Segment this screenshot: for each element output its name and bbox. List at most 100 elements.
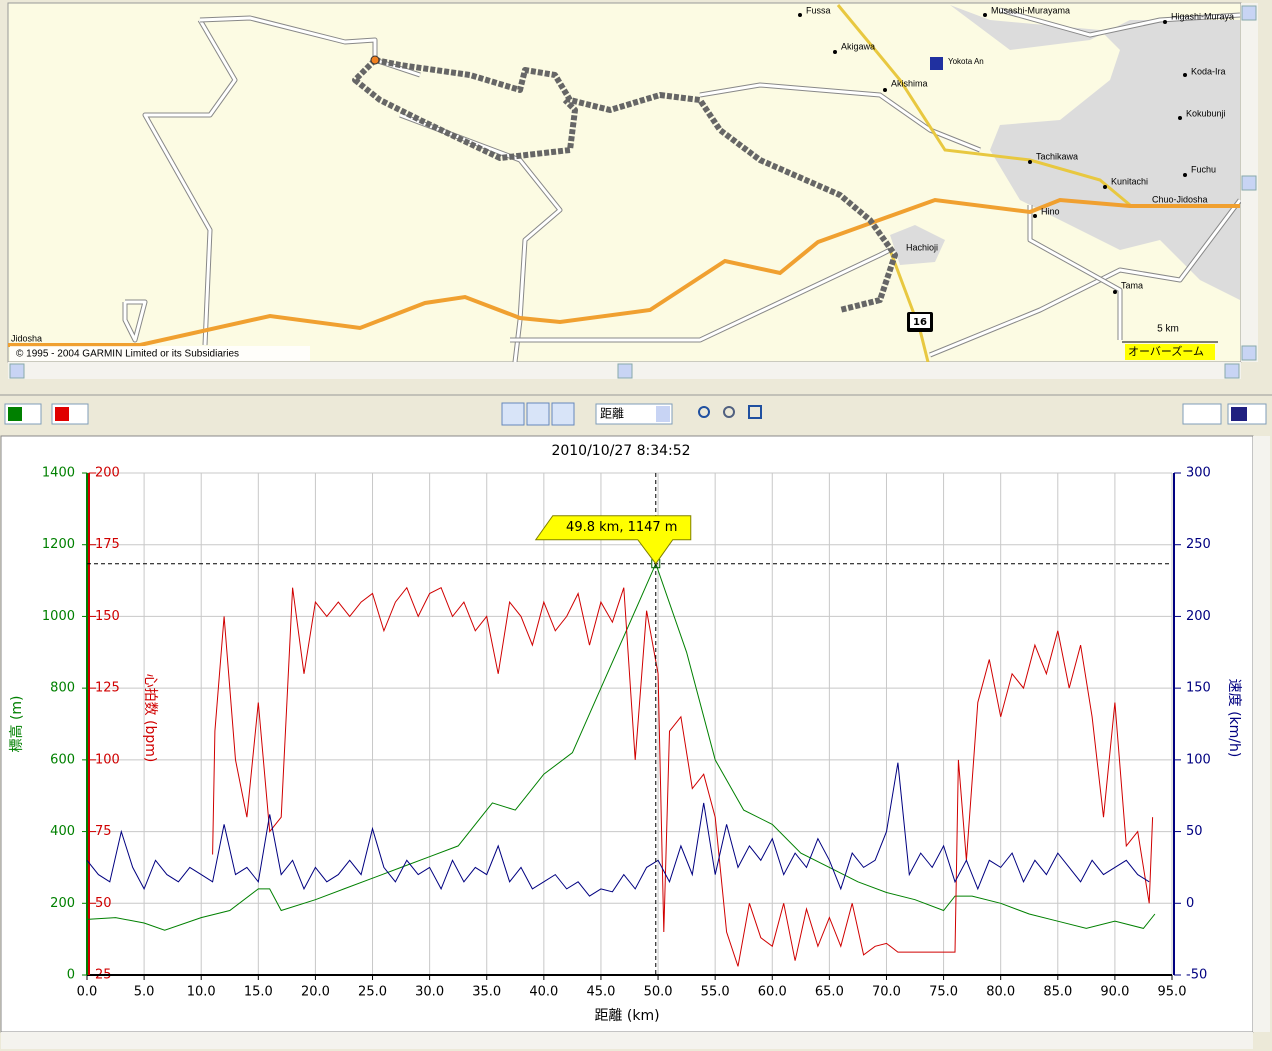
x-tick-label: 90.0 [1100,985,1129,1000]
y3-tick-label: -50 [1186,968,1207,983]
x-tick-label: 85.0 [1043,985,1072,1000]
y2-tick-label: 175 [95,537,120,552]
x-tick-label: 65.0 [815,985,844,1000]
color-select[interactable] [1182,403,1222,425]
y2-tick-label: 100 [95,752,120,767]
y3-axis-label: 速度 (km/h) [1226,679,1242,758]
map-label: Koda-Ira [1191,66,1226,76]
zoom-in[interactable] [698,406,710,418]
y-tick-label: 1200 [42,537,75,552]
x-tick-label: 95.0 [1158,985,1187,1000]
road [123,300,147,342]
callout-label: 49.8 km, 1147 m [566,520,677,535]
y-tick-label: 400 [50,824,75,839]
x-tick-label: 30.0 [415,985,444,1000]
y2-tick-label: 200 [95,466,120,481]
y3-tick-label: 300 [1186,466,1211,481]
y3-tick-label: 100 [1186,752,1211,767]
y-tick-label: 1000 [42,609,75,624]
map-label: Akishima [891,78,928,88]
map-label: Yokota An [948,57,984,66]
scroll-down[interactable] [1241,345,1257,361]
y3-tick-label: 50 [1186,824,1203,839]
y-tick-label: 200 [50,896,75,911]
map-label: Tachikawa [1036,151,1078,161]
x-tick-label: 70.0 [872,985,901,1000]
urban-area [890,225,945,265]
highway [836,4,1131,207]
x-tick-label: 25.0 [358,985,387,1000]
track-start [370,55,380,65]
map-label: Fussa [806,5,831,15]
map-label: Kokubunji [1186,108,1226,118]
x-tick-label: 75.0 [929,985,958,1000]
zoom-fit[interactable] [748,405,762,419]
copyright: © 1995 - 2004 GARMIN Limited or its Subs… [16,349,239,360]
x-axis-label: 距離 (km) [594,1007,659,1024]
scale-label: 5 km [1157,324,1179,335]
airport-icon [930,57,943,70]
expressway [8,197,1240,347]
tool-button[interactable] [551,402,575,426]
map-label: Jidosha [11,333,42,343]
road [143,19,237,346]
chart-scrollbar[interactable] [1253,436,1270,1032]
urban-area [950,5,1240,300]
plot: 0.0 5.0 10.0 15.0 20.0 25.0 30.0 35.0 40.0 45.0 50… [42,466,1211,1000]
chart-h-scrollbar[interactable] [1,1032,1253,1049]
map-label: Hino [1041,206,1060,216]
tool-button[interactable] [501,402,525,426]
dot [983,13,987,17]
dot [1178,116,1182,120]
road [510,248,891,342]
x-tick-label: 50.0 [644,985,673,1000]
x-tick-label: 45.0 [586,985,615,1000]
axis-select[interactable] [595,403,673,425]
dot [798,13,802,17]
map-label: Hachioji [906,242,938,252]
y-tick-label: 1400 [42,466,75,481]
scroll-thumb[interactable] [1241,175,1257,191]
map-label: Tama [1121,280,1143,290]
scroll-right[interactable] [1224,363,1240,379]
dot [1113,290,1117,294]
dot [1163,20,1167,24]
y-axis-label: 標高 (m) [8,695,25,752]
y2-axis-label: 心拍数 (bpm) [142,674,158,763]
scroll-left[interactable] [9,363,25,379]
route-number: 16 [913,317,927,328]
x-tick-label: 0.0 [77,985,98,1000]
x-tick-label: 10.0 [187,985,216,1000]
y2-tick-label: 75 [95,824,112,839]
color-swatch [8,407,22,421]
x-tick-label: 15.0 [244,985,273,1000]
series-line [86,762,1150,897]
track [374,57,898,313]
map-label: Higashi-Muraya [1171,11,1234,21]
dropdown-arrow[interactable] [656,406,670,422]
dot [833,50,837,54]
dot [883,88,887,92]
x-tick-label: 80.0 [986,985,1015,1000]
road [929,199,1242,357]
route-shield-face [910,314,930,328]
series-line [212,586,1154,967]
scroll-thumb[interactable] [617,363,633,379]
color-swatch [55,407,69,421]
y-tick-label: 0 [67,968,75,983]
chart-title: 2010/10/27 8:34:52 [551,443,690,459]
tool-button[interactable] [526,402,550,426]
highway [888,249,930,363]
scroll-up[interactable] [1241,5,1257,21]
callout [534,515,692,565]
y-tick-label: 800 [50,681,75,696]
x-tick-label: 20.0 [301,985,330,1000]
x-tick-label: 60.0 [758,985,787,1000]
map-label: Akigawa [841,41,875,51]
zoom-out[interactable] [723,406,735,418]
dot [1028,160,1032,164]
y3-tick-label: 150 [1186,681,1211,696]
track [352,57,578,161]
